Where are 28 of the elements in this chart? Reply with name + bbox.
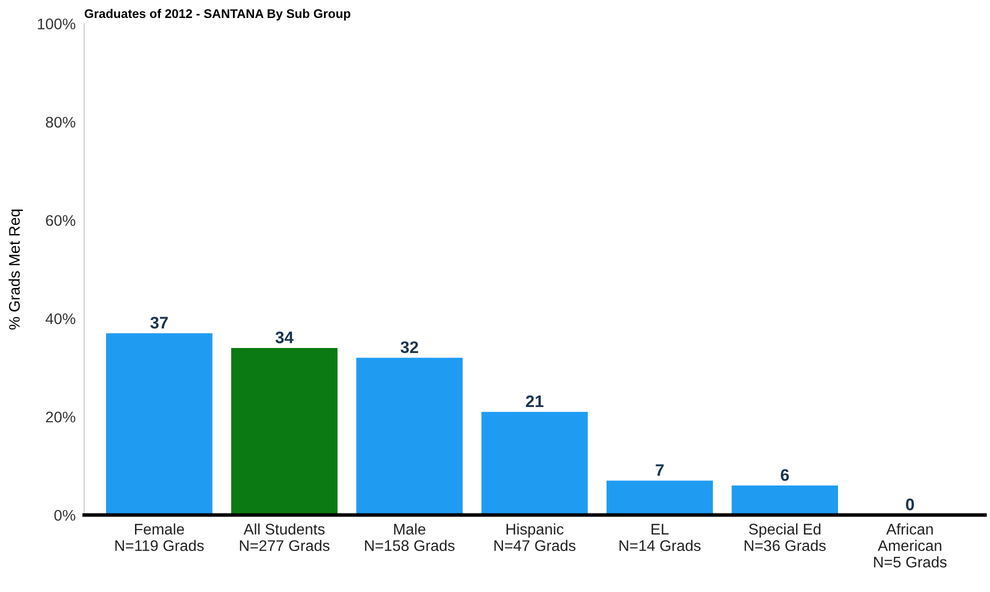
x-tick-label: Hispanic N=47 Grads	[494, 523, 576, 552]
y-tick-label: 40%	[46, 313, 76, 324]
data-label: 7	[656, 464, 664, 476]
data-label: 34	[275, 331, 294, 344]
bar	[732, 486, 838, 516]
x-tick-label: All Students N=277 Grads	[240, 523, 330, 552]
x-tick-label: African American N=5 Grads	[874, 523, 947, 568]
x-tick-label: EL N=14 Grads	[620, 524, 701, 552]
x-tick-label: Male N=158 Grads	[365, 523, 455, 552]
y-tick-label: 20%	[46, 412, 76, 422]
x-tick-label: Special Ed N=36 Grads	[744, 523, 826, 552]
data-label: 6	[780, 469, 789, 481]
bar	[481, 412, 588, 516]
data-label: 21	[526, 395, 544, 408]
bar	[356, 358, 463, 516]
chart-title: Graduates of 2012 - SANTANA By Sub Group	[84, 8, 350, 21]
bar	[106, 333, 212, 516]
y-tick-label: 100%	[38, 18, 76, 30]
data-label: 37	[150, 316, 168, 329]
data-label: 32	[400, 341, 418, 354]
x-tick-label: Female N=119 Grads	[115, 523, 204, 552]
bar	[606, 480, 713, 516]
y-tick-label: 60%	[46, 215, 76, 226]
y-axis-title: % Grads Met Req	[8, 210, 23, 330]
bar	[231, 348, 338, 516]
data-label: 0	[906, 498, 914, 510]
y-tick-label: 80%	[46, 116, 76, 128]
y-tick-label: 0%	[54, 510, 76, 521]
